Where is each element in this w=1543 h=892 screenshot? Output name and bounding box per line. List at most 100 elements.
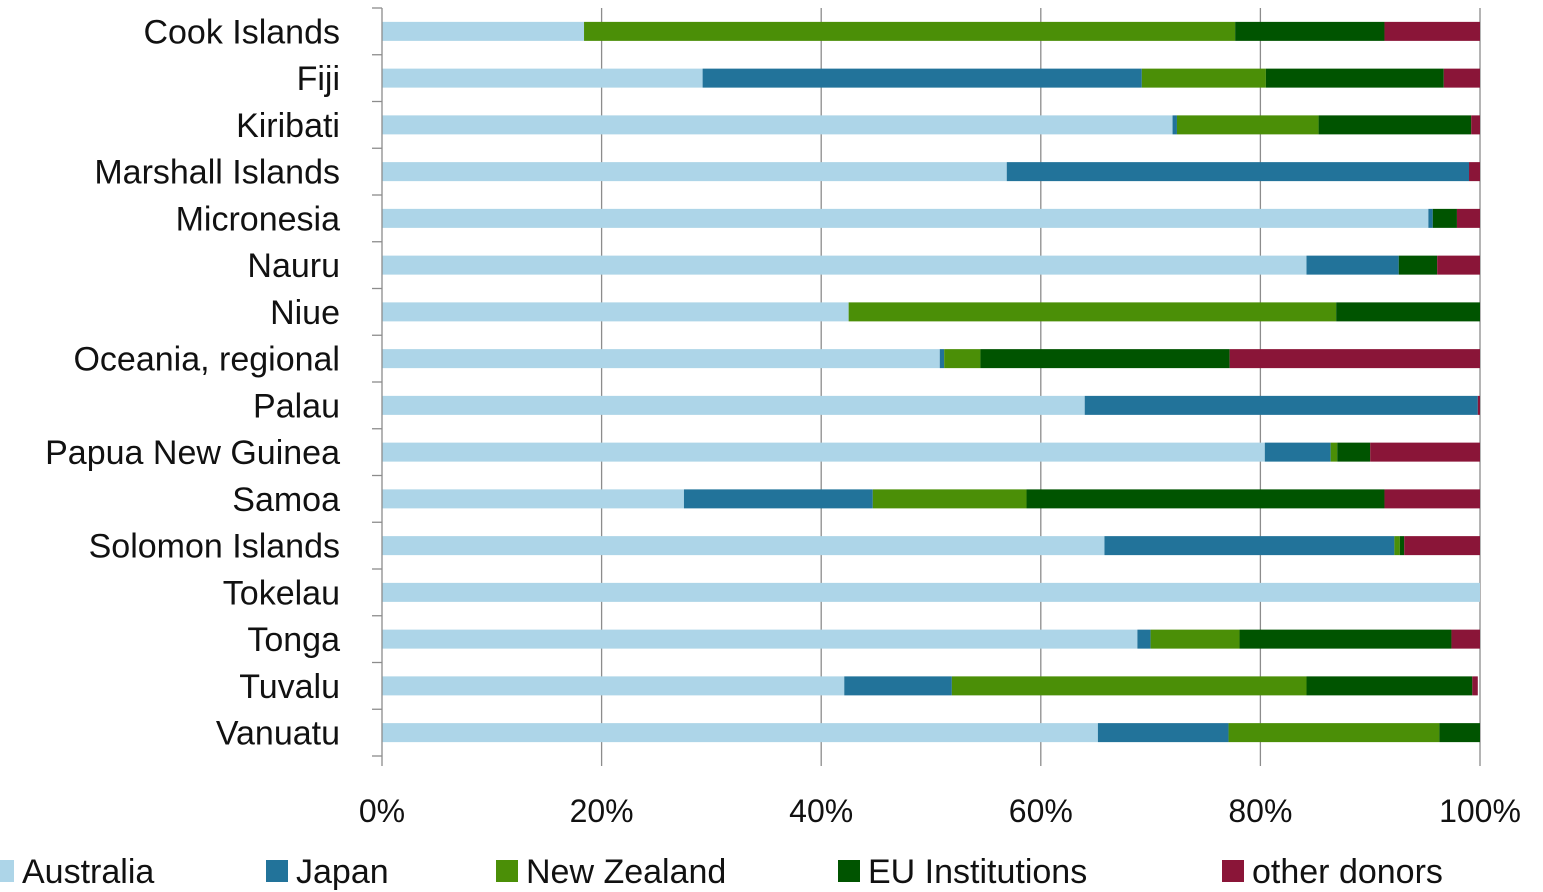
bar-tonga-other-donors xyxy=(1451,629,1480,649)
bar-niue-eu-institutions xyxy=(1336,302,1480,322)
bar-kiribati-eu-institutions xyxy=(1318,115,1472,135)
bar-palau-australia xyxy=(382,395,1085,415)
bar-papua-new-guinea-other-donors xyxy=(1370,442,1480,462)
bar-tuvalu-new-zealand xyxy=(951,676,1307,696)
bar-oceania-regional-australia xyxy=(382,349,940,369)
x-tick-labels: 0% 20% 40% 60% 80% 100% xyxy=(359,793,1521,829)
legend-item-japan: Japan xyxy=(266,853,389,891)
category-label: Tonga xyxy=(247,621,340,659)
category-label: Solomon Islands xyxy=(89,528,340,566)
bar-row-papua-new-guinea xyxy=(382,442,1480,462)
bar-papua-new-guinea-eu-institutions xyxy=(1337,442,1371,462)
category-label: Fiji xyxy=(297,60,340,98)
bar-niue-new-zealand xyxy=(848,302,1337,322)
bar-tonga-japan xyxy=(1137,629,1151,649)
bar-vanuatu-japan xyxy=(1097,723,1229,743)
bar-row-kiribati xyxy=(382,115,1480,135)
bar-micronesia-eu-institutions xyxy=(1432,208,1457,228)
bar-row-cook-islands xyxy=(382,21,1480,41)
x-tick-label: 40% xyxy=(789,793,853,829)
bar-tuvalu-eu-institutions xyxy=(1306,676,1473,696)
bar-kiribati-japan xyxy=(1172,115,1177,135)
legend-swatch xyxy=(496,860,518,882)
bar-fiji-new-zealand xyxy=(1141,68,1266,88)
legend-item-eu-institutions: EU Institutions xyxy=(838,853,1087,891)
bar-row-tonga xyxy=(382,629,1480,649)
bar-row-nauru xyxy=(382,255,1480,275)
bar-micronesia-australia xyxy=(382,208,1429,228)
bar-samoa-australia xyxy=(382,489,684,509)
bar-row-solomon-islands xyxy=(382,536,1480,556)
legend-label: Japan xyxy=(296,853,389,891)
bar-tuvalu-australia xyxy=(382,676,845,696)
bar-vanuatu-new-zealand xyxy=(1228,723,1440,743)
bar-nauru-eu-institutions xyxy=(1398,255,1438,275)
category-label: Oceania, regional xyxy=(73,341,340,379)
legend-item-new-zealand: New Zealand xyxy=(496,853,726,891)
bars xyxy=(382,21,1480,743)
legend-swatch xyxy=(1222,860,1244,882)
bar-solomon-islands-new-zealand xyxy=(1394,536,1400,556)
category-label: Kiribati xyxy=(236,107,340,145)
bar-row-micronesia xyxy=(382,208,1480,228)
bar-row-oceania-regional xyxy=(382,349,1480,369)
bar-row-marshall-islands xyxy=(382,162,1480,182)
bar-micronesia-japan xyxy=(1428,208,1433,228)
bar-oceania-regional-other-donors xyxy=(1229,349,1480,369)
bar-cook-islands-australia xyxy=(382,21,585,41)
category-label: Micronesia xyxy=(176,200,340,238)
bar-tonga-eu-institutions xyxy=(1239,629,1452,649)
bar-row-palau xyxy=(382,395,1480,415)
legend-label: Australia xyxy=(22,853,154,891)
bar-kiribati-australia xyxy=(382,115,1173,135)
category-label: Vanuatu xyxy=(216,715,340,753)
bar-oceania-regional-new-zealand xyxy=(944,349,981,369)
bar-tonga-australia xyxy=(382,629,1138,649)
bar-papua-new-guinea-australia xyxy=(382,442,1265,462)
bar-nauru-australia xyxy=(382,255,1307,275)
bar-row-vanuatu xyxy=(382,723,1480,743)
bar-tokelau-australia xyxy=(382,582,1480,602)
x-tick-label: 20% xyxy=(570,793,634,829)
bar-marshall-islands-other-donors xyxy=(1469,162,1480,182)
category-label: Palau xyxy=(253,387,340,425)
bar-papua-new-guinea-japan xyxy=(1264,442,1331,462)
category-label: Samoa xyxy=(232,481,340,519)
bar-fiji-australia xyxy=(382,68,703,88)
bar-cook-islands-eu-institutions xyxy=(1235,21,1385,41)
bar-tuvalu-japan xyxy=(844,676,952,696)
bar-palau-other-donors xyxy=(1477,395,1480,415)
bar-tuvalu-other-donors xyxy=(1472,676,1478,696)
bar-solomon-islands-australia xyxy=(382,536,1105,556)
bar-marshall-islands-japan xyxy=(1006,162,1470,182)
bar-kiribati-other-donors xyxy=(1471,115,1480,135)
legend-label: New Zealand xyxy=(526,853,726,891)
bar-vanuatu-australia xyxy=(382,723,1098,743)
category-label: Papua New Guinea xyxy=(45,434,340,472)
legend-item-other-donors: other donors xyxy=(1222,853,1443,891)
bar-marshall-islands-australia xyxy=(382,162,1007,182)
bar-samoa-japan xyxy=(683,489,873,509)
bar-row-tuvalu xyxy=(382,676,1478,696)
legend-label: EU Institutions xyxy=(868,853,1087,891)
bar-papua-new-guinea-new-zealand xyxy=(1330,442,1338,462)
legend-swatch xyxy=(0,860,14,882)
category-label: Tuvalu xyxy=(239,668,340,706)
bar-row-samoa xyxy=(382,489,1480,509)
bar-solomon-islands-other-donors xyxy=(1404,536,1480,556)
bar-solomon-islands-japan xyxy=(1104,536,1395,556)
legend-swatch xyxy=(838,860,860,882)
bar-oceania-regional-eu-institutions xyxy=(980,349,1230,369)
category-label: Marshall Islands xyxy=(94,154,340,192)
bar-solomon-islands-eu-institutions xyxy=(1399,536,1405,556)
bar-row-niue xyxy=(382,302,1480,322)
bar-kiribati-new-zealand xyxy=(1176,115,1319,135)
bar-micronesia-other-donors xyxy=(1456,208,1480,228)
bar-cook-islands-new-zealand xyxy=(584,21,1236,41)
bar-row-tokelau xyxy=(382,582,1480,602)
bar-tonga-new-zealand xyxy=(1150,629,1240,649)
bar-fiji-japan xyxy=(702,68,1142,88)
x-tick-label: 80% xyxy=(1228,793,1292,829)
category-labels: Cook Islands Fiji Kiribati Marshall Islands… xyxy=(45,13,340,752)
axes xyxy=(372,7,1481,766)
